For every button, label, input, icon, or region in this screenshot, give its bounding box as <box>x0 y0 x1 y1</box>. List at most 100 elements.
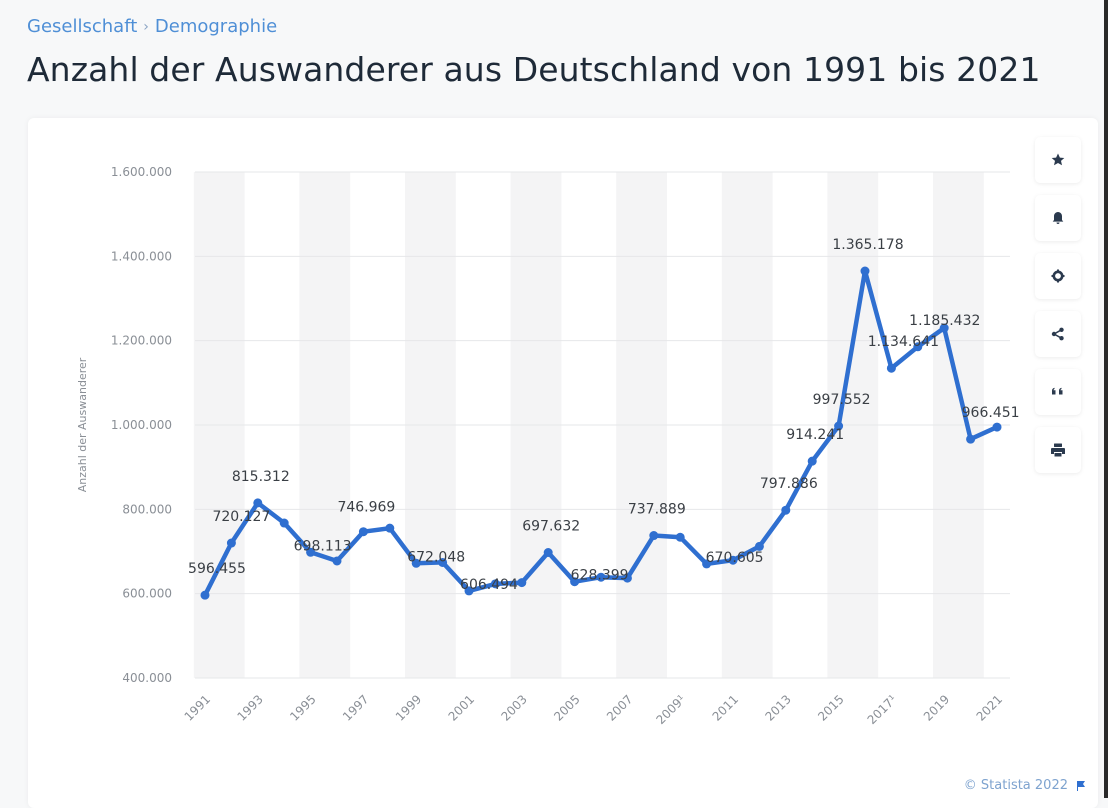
data-point <box>517 578 527 588</box>
gear-icon <box>1051 269 1065 283</box>
data-point <box>332 556 342 566</box>
data-point <box>966 434 976 444</box>
bell-icon <box>1052 212 1064 224</box>
data-point <box>728 555 738 565</box>
print-icon <box>1051 443 1065 457</box>
x-tick-label: 2003 <box>498 692 529 723</box>
page-title: Anzahl der Auswanderer aus Deutschland v… <box>27 50 1041 89</box>
data-point <box>886 363 896 373</box>
data-point <box>702 559 712 569</box>
data-point <box>992 422 1002 432</box>
x-tick-label: 2015 <box>815 692 846 723</box>
data-point <box>411 558 421 568</box>
breadcrumb-item-gesellschaft[interactable]: Gesellschaft <box>27 16 138 37</box>
data-point <box>754 541 764 551</box>
data-label: 672.048 <box>407 549 465 565</box>
data-label: 737.889 <box>628 502 686 518</box>
data-point <box>385 523 395 533</box>
y-tick-label: 1.200.000 <box>111 334 172 348</box>
flag-icon[interactable] <box>1076 780 1086 792</box>
x-tick-label: 2005 <box>551 692 582 723</box>
data-point <box>807 456 817 466</box>
x-tick-label: 1993 <box>234 692 265 723</box>
y-tick-label: 400.000 <box>122 671 172 685</box>
star-icon <box>1051 153 1065 166</box>
data-label: 966.451 <box>962 405 1020 421</box>
x-tick-label: 2007 <box>604 692 635 723</box>
y-tick-label: 1.600.000 <box>111 165 172 179</box>
x-tick-label: 1995 <box>287 692 318 723</box>
data-point <box>781 505 791 515</box>
cite-button[interactable] <box>1035 369 1081 415</box>
x-tick-label: 2011 <box>710 692 741 723</box>
copyright-link[interactable]: © Statista 2022 <box>963 778 1068 793</box>
data-point <box>570 577 580 587</box>
x-tick-label: 2021 <box>974 692 1005 723</box>
data-labels: 596.455 720.127 815.312 698.113 746.969 672.0… <box>188 237 1020 593</box>
x-tick-label: 2013 <box>762 692 793 723</box>
x-tick-label: 2017¹ <box>865 692 900 727</box>
data-label: 698.113 <box>294 538 352 554</box>
data-point <box>253 498 263 508</box>
data-point <box>306 547 316 557</box>
data-point <box>279 518 289 528</box>
data-label: 815.312 <box>232 469 290 485</box>
data-point <box>226 538 236 548</box>
x-tick-label: 1999 <box>393 692 424 723</box>
y-tick-label: 800.000 <box>122 502 172 516</box>
data-point <box>490 579 500 589</box>
data-label: 720.127 <box>212 509 270 525</box>
share-button[interactable] <box>1035 311 1081 357</box>
data-point <box>200 590 210 600</box>
data-label: 746.969 <box>337 500 395 516</box>
favorite-button[interactable] <box>1035 137 1081 183</box>
x-tick-label: 2001 <box>446 692 477 723</box>
breadcrumb: Gesellschaft › Demographie <box>27 16 277 37</box>
data-label: 628.399 <box>571 568 629 584</box>
data-label: 697.632 <box>522 518 580 534</box>
quote-icon <box>1052 387 1063 395</box>
settings-button[interactable] <box>1035 253 1081 299</box>
y-tick-label: 1.000.000 <box>111 418 172 432</box>
data-label: 606.494 <box>460 577 518 593</box>
y-axis-label: Anzahl der Auswanderer <box>76 357 89 492</box>
y-axis-ticks: 400.000 600.000 800.000 1.000.000 1.200.000 1… <box>111 165 172 685</box>
data-point <box>675 532 685 542</box>
data-label: 670.605 <box>706 550 764 566</box>
data-point <box>438 557 448 567</box>
grid-lines <box>195 171 1010 679</box>
print-button[interactable] <box>1035 427 1081 473</box>
data-label: 1.134.641 <box>868 334 939 350</box>
data-point <box>834 421 844 431</box>
data-point <box>596 572 606 582</box>
data-point <box>860 266 870 276</box>
breadcrumb-item-demographie[interactable]: Demographie <box>154 16 278 37</box>
x-tick-label: 2019 <box>921 692 952 723</box>
data-point <box>649 531 659 541</box>
x-tick-label: 2009¹ <box>653 692 688 727</box>
data-label: 596.455 <box>188 561 246 577</box>
x-tick-label: 1991 <box>182 692 213 723</box>
data-point <box>939 323 949 333</box>
share-icon <box>1051 327 1064 341</box>
chart-toolbar <box>1035 137 1081 473</box>
data-label: 997.552 <box>813 392 871 408</box>
data-point <box>543 547 553 557</box>
window-edge <box>1104 0 1108 798</box>
footer: © Statista 2022 <box>964 778 1086 793</box>
data-point <box>358 527 368 537</box>
data-label: 797.886 <box>760 476 818 492</box>
data-label: 914.241 <box>786 427 844 443</box>
data-point <box>913 342 923 352</box>
breadcrumb-separator: › <box>143 18 149 35</box>
x-tick-label: 1997 <box>340 692 371 723</box>
y-tick-label: 1.400.000 <box>111 249 172 263</box>
data-point <box>622 573 632 583</box>
data-points <box>200 266 1002 600</box>
data-label: 1.185.432 <box>909 313 980 329</box>
data-label: 1.365.178 <box>832 237 903 253</box>
data-point <box>464 586 474 596</box>
x-axis-ticks: 1991 1993 1995 1997 1999 2001 2003 2005 2007 2009… <box>182 692 1005 727</box>
notification-button[interactable] <box>1035 195 1081 241</box>
